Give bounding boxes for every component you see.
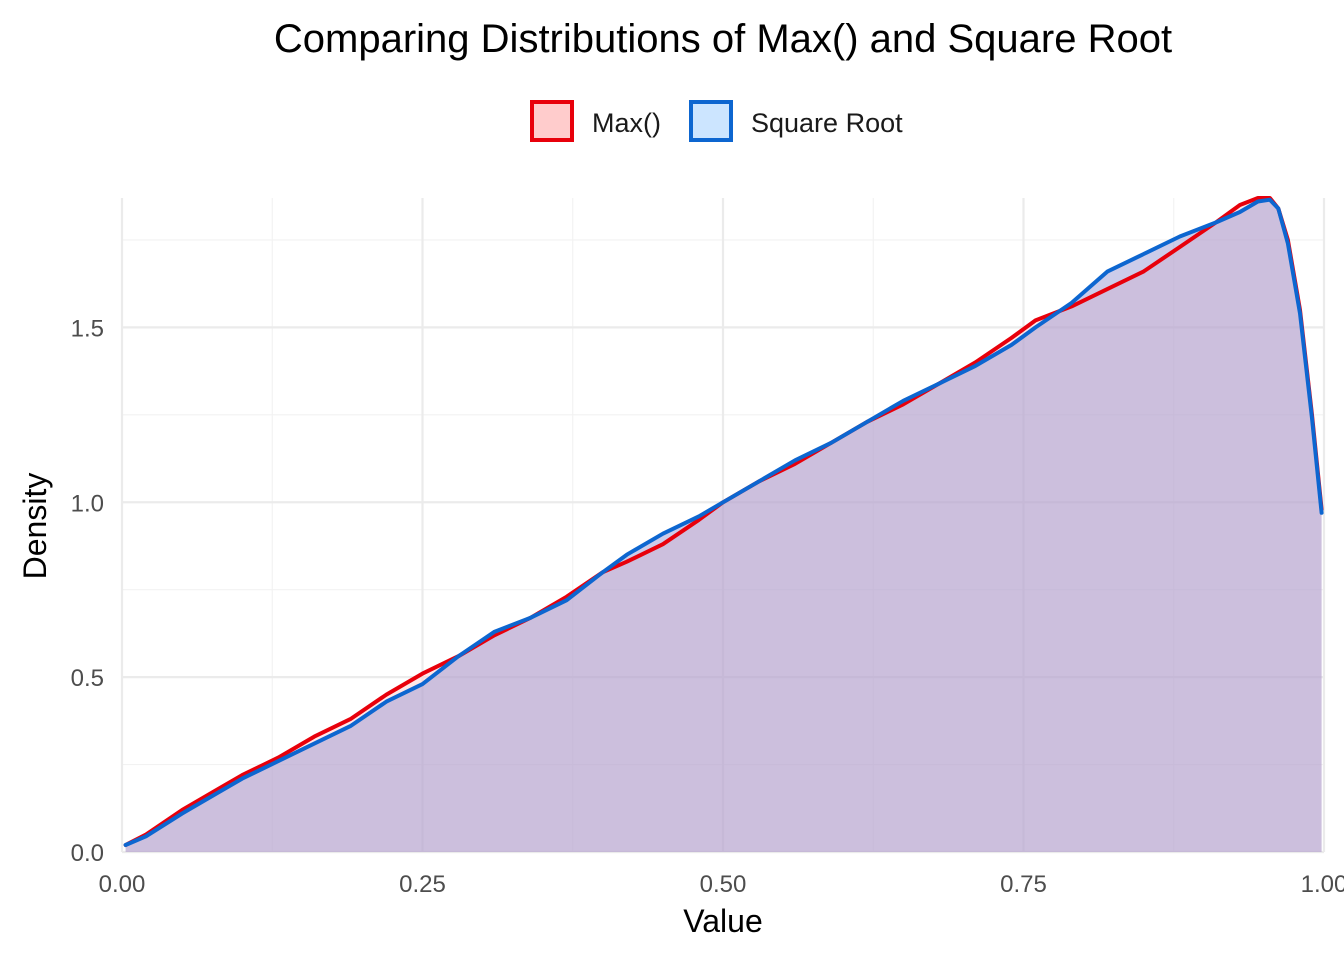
x-tick-label: 0.00 xyxy=(99,871,146,898)
y-tick-label: 0.0 xyxy=(71,840,104,867)
density-line-square-root xyxy=(123,197,1324,847)
density-area-max xyxy=(125,198,1322,852)
x-tick-label: 0.25 xyxy=(399,871,446,898)
chart-title: Comparing Distributions of Max() and Squ… xyxy=(274,17,1172,61)
density-lines xyxy=(123,196,1324,847)
y-tick-label: 1.0 xyxy=(71,490,104,517)
legend-key-square-root xyxy=(689,100,733,142)
x-axis-tick-labels: 0.00 0.25 0.50 0.75 1.00 xyxy=(99,871,1344,898)
major-gridlines xyxy=(120,198,1326,854)
y-axis-tick-labels: 0.0 0.5 1.0 1.5 xyxy=(71,315,104,867)
legend-key-max xyxy=(530,100,574,142)
legend: Max() Square Root xyxy=(530,100,903,142)
legend-label-square-root: Square Root xyxy=(751,108,903,138)
y-tick-label: 1.5 xyxy=(71,315,104,342)
density-area-square-root xyxy=(125,199,1322,852)
density-areas xyxy=(125,198,1322,852)
density-line-max xyxy=(123,196,1324,847)
x-tick-label: 0.50 xyxy=(700,871,747,898)
x-axis-title: Value xyxy=(683,903,762,939)
y-axis-title: Density xyxy=(17,473,53,580)
x-tick-label: 1.00 xyxy=(1301,871,1344,898)
x-tick-label: 0.75 xyxy=(1000,871,1047,898)
y-tick-label: 0.5 xyxy=(71,665,104,692)
legend-label-max: Max() xyxy=(592,108,661,138)
